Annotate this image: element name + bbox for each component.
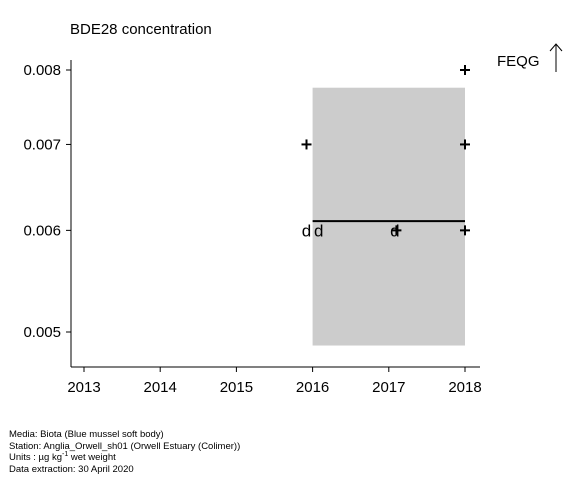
y-tick-label: 0.007 xyxy=(23,136,61,153)
footer-media: Media: Biota (Blue mussel soft body) xyxy=(9,429,164,440)
x-tick-label: 2013 xyxy=(67,379,100,396)
units-prefix: Units : µg kg xyxy=(9,452,62,463)
units-superscript: -1 xyxy=(62,450,69,458)
y-tick-label: 0.008 xyxy=(23,62,61,79)
footer-units: Units : µg kg-1 wet weight xyxy=(9,450,240,464)
y-tick-label: 0.006 xyxy=(23,222,61,239)
data-marks: ddd xyxy=(301,65,470,240)
plus-point xyxy=(460,225,470,236)
plus-point xyxy=(460,65,470,75)
x-tick-label: 2015 xyxy=(220,379,253,396)
chart-title: BDE28 concentration xyxy=(70,21,212,38)
plus-point xyxy=(391,225,402,236)
y-tick-label: 0.005 xyxy=(23,324,61,341)
footer-extraction: Data extraction: 30 April 2020 xyxy=(9,463,134,475)
axes: 0.005 0.006 0.007 0.008 2013 2014 2015 2016 2017… xyxy=(23,60,482,396)
plus-point xyxy=(301,139,312,150)
units-suffix: wet weight xyxy=(68,452,116,463)
x-tick-label: 2016 xyxy=(296,379,329,396)
confidence-band xyxy=(312,87,465,346)
x-tick-label: 2018 xyxy=(448,379,481,396)
footer-station: Station: Anglia_Orwell_sh01 (Orwell Estu… xyxy=(9,440,241,452)
x-tick-label: 2017 xyxy=(372,379,405,396)
chart: BDE28 concentration 0.005 0.006 0.007 0.008… xyxy=(23,21,563,396)
criterion-label: FEQG xyxy=(497,53,540,70)
d-point: d xyxy=(314,221,323,240)
d-point: d xyxy=(302,221,311,240)
footer: Media: Biota (Blue mussel soft body) Sta… xyxy=(9,429,240,475)
x-tick-label: 2014 xyxy=(144,379,177,396)
plus-point xyxy=(460,139,470,150)
up-arrow-icon xyxy=(549,43,563,72)
